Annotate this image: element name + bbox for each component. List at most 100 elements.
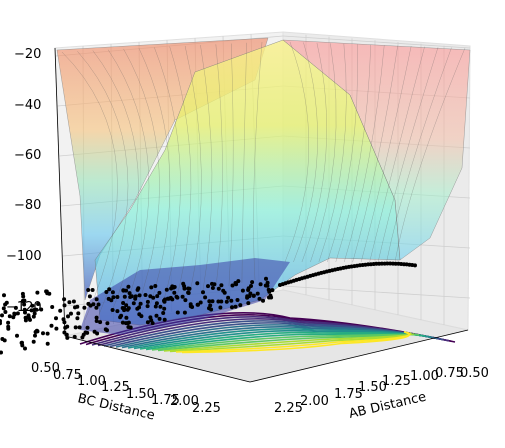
trajectory-point [216, 286, 221, 291]
trajectory-point [145, 299, 150, 304]
surface-mesh [61, 41, 466, 321]
trajectory-point [124, 303, 129, 308]
trajectory-point [210, 286, 215, 290]
trajectory-point [263, 283, 268, 288]
trajectory-point [30, 303, 35, 308]
trajectory-point [143, 293, 148, 297]
trajectory-point [85, 325, 90, 330]
trajectory-point [264, 276, 268, 281]
trajectory-point [250, 280, 255, 285]
trajectory-point [94, 315, 99, 320]
trajectory-point [90, 288, 95, 292]
trajectory-point [12, 311, 17, 316]
trajectory-point [212, 282, 217, 287]
trajectory-point [137, 305, 142, 310]
mesh-line [61, 51, 118, 321]
trajectory-point [219, 299, 224, 304]
mesh-line [154, 47, 181, 302]
trajectory-point [0, 350, 3, 355]
z-axis: −20 −40 −60 −80 −100 −120 [6, 47, 42, 315]
trajectory-point [49, 323, 54, 328]
trajectory-point [261, 298, 265, 303]
trajectory-point [182, 286, 187, 291]
z-tick: −120 [6, 300, 42, 315]
trajectory-point [182, 310, 187, 315]
energy-surface [56, 37, 471, 335]
trajectory-point [206, 284, 210, 289]
trajectory-point [158, 304, 163, 309]
trajectory-point [71, 299, 76, 304]
mesh-line [377, 47, 439, 263]
trajectory-point [105, 321, 110, 326]
contour-line [181, 331, 410, 354]
trajectory-point [94, 319, 99, 323]
trajectory-point [110, 290, 115, 295]
trajectory-point [82, 305, 87, 310]
trajectory-point [128, 325, 133, 330]
trajectory-point [115, 309, 120, 314]
trajectory-point [230, 283, 235, 288]
trajectory-point [91, 302, 96, 307]
trajectory-point [106, 296, 111, 301]
trajectory-point [162, 299, 167, 304]
trajectory-point [157, 290, 162, 295]
trajectory-point [246, 301, 251, 306]
mesh-line [386, 47, 452, 263]
bc-axis-line [64, 335, 251, 383]
trajectory-point [62, 330, 67, 335]
trajectory-point [120, 320, 125, 325]
trajectory-point [175, 310, 180, 315]
trajectory-point [41, 331, 45, 336]
trajectory-point [7, 314, 12, 319]
trajectory-point [75, 304, 80, 309]
trajectory-point [164, 287, 169, 292]
trajectory-point [3, 310, 8, 314]
trajectory-point [0, 319, 2, 323]
mesh-line [369, 46, 425, 263]
trajectory-point [393, 261, 398, 266]
trajectory-point [216, 299, 221, 304]
trajectory-point [221, 288, 226, 293]
z-tick: −20 [14, 47, 41, 62]
mesh-line [253, 41, 263, 281]
trajectory-point [128, 295, 133, 299]
mesh-line [352, 45, 398, 263]
trajectory-point [34, 307, 39, 312]
trajectory-point [50, 305, 55, 309]
trajectory-point [161, 311, 166, 315]
trajectory-point [31, 314, 36, 319]
trajectory-point [1, 306, 6, 311]
trajectory-point [150, 321, 155, 326]
trajectory-point [36, 302, 41, 306]
bc-tick: 2.00 [170, 394, 199, 409]
trajectory-point [126, 306, 131, 311]
trajectory-point [122, 294, 127, 299]
ab-tick: 1.00 [410, 369, 439, 384]
trajectory-point [44, 289, 49, 294]
trajectory-point [137, 293, 142, 298]
trajectory-point [413, 263, 417, 268]
trajectory-point [172, 290, 177, 295]
trajectory-point [45, 331, 50, 336]
trajectory-point [62, 303, 67, 308]
trajectory-point [29, 308, 34, 313]
trajectory-point [207, 299, 212, 304]
trajectory-point [229, 298, 234, 303]
trajectory-point [139, 314, 144, 319]
z-axis-line [54, 47, 66, 337]
mesh-line [335, 44, 371, 263]
trajectory-point [54, 326, 59, 331]
trajectory-point [233, 281, 238, 285]
trajectory-point [104, 290, 109, 294]
trajectory-point [23, 318, 28, 323]
trajectory-point [2, 293, 6, 298]
ab-tick: 1.25 [382, 374, 411, 389]
trajectory-point [65, 324, 70, 329]
trajectory-point [61, 317, 66, 322]
trajectory-point [67, 300, 72, 305]
trajectory-point [22, 302, 27, 307]
trajectory-point [80, 335, 85, 340]
mesh-line [310, 43, 337, 263]
trajectory-point [95, 331, 100, 336]
